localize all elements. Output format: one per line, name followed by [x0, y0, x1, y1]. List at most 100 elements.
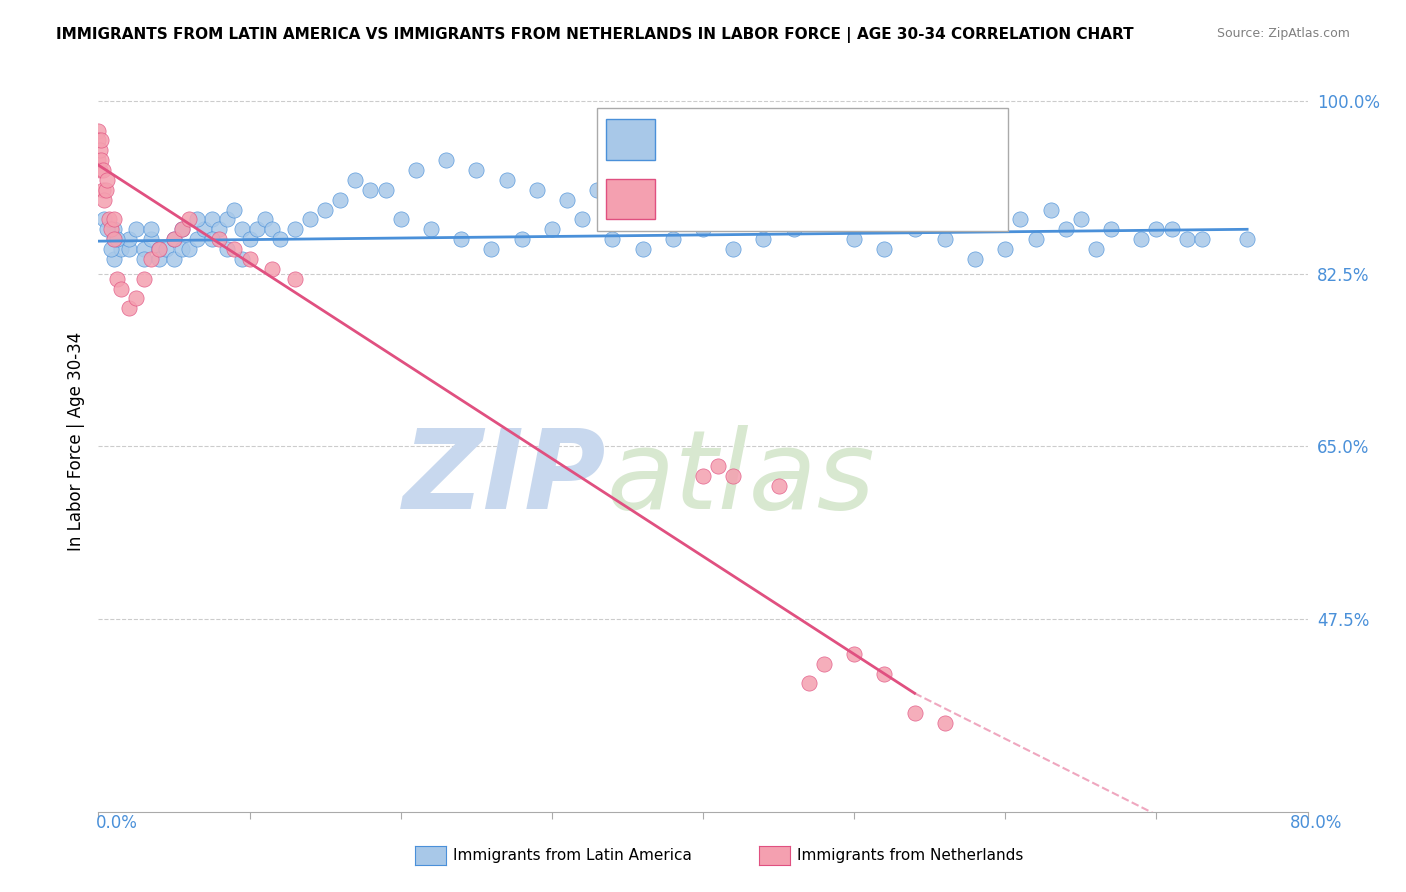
Point — [934, 715, 956, 730]
Point — [163, 232, 186, 246]
Point — [100, 222, 122, 236]
Point — [752, 232, 775, 246]
Point — [132, 252, 155, 266]
Text: 80.0%: 80.0% — [1291, 814, 1343, 831]
Point — [797, 183, 820, 197]
Point — [231, 222, 253, 236]
Point — [1054, 222, 1077, 236]
Point — [148, 242, 170, 256]
Point — [965, 252, 987, 266]
Point — [1175, 232, 1198, 246]
Point — [389, 212, 412, 227]
Point — [616, 173, 638, 187]
Point — [96, 173, 118, 187]
Point — [132, 242, 155, 256]
Text: R = -0.315   N =  41: R = -0.315 N = 41 — [669, 191, 868, 209]
Point — [1010, 212, 1032, 227]
Point — [118, 301, 141, 316]
Point — [239, 252, 262, 266]
Point — [692, 469, 714, 483]
Point — [132, 271, 155, 285]
FancyBboxPatch shape — [596, 108, 1008, 230]
Point — [1130, 232, 1153, 246]
Point — [374, 183, 396, 197]
Point — [215, 242, 238, 256]
Point — [118, 232, 141, 246]
Point — [186, 212, 208, 227]
Point — [540, 222, 562, 236]
Point — [208, 232, 231, 246]
Point — [90, 153, 112, 168]
Point — [170, 222, 193, 236]
Point — [100, 242, 122, 256]
Point — [949, 202, 972, 217]
Point — [873, 242, 896, 256]
Point — [1160, 222, 1182, 236]
Point — [723, 242, 745, 256]
Point — [224, 202, 246, 217]
Point — [125, 292, 148, 306]
Point — [676, 193, 699, 207]
Point — [98, 212, 121, 227]
Point — [465, 163, 488, 178]
Point — [118, 242, 141, 256]
Point — [91, 183, 114, 197]
Text: Source: ZipAtlas.com: Source: ZipAtlas.com — [1216, 27, 1350, 40]
Point — [201, 212, 224, 227]
Point — [737, 202, 759, 217]
Point — [768, 479, 790, 493]
Point — [141, 252, 163, 266]
Point — [526, 183, 548, 197]
Point — [110, 281, 132, 295]
Point — [87, 123, 110, 137]
Point — [148, 252, 170, 266]
Point — [262, 261, 284, 276]
Point — [844, 232, 866, 246]
Point — [844, 647, 866, 661]
Point — [239, 232, 262, 246]
Text: Immigrants from Netherlands: Immigrants from Netherlands — [797, 848, 1024, 863]
Point — [155, 242, 177, 256]
Point — [284, 222, 307, 236]
Point — [768, 193, 790, 207]
Point — [904, 222, 927, 236]
Point — [141, 232, 163, 246]
Point — [783, 222, 806, 236]
FancyBboxPatch shape — [606, 178, 655, 219]
Point — [163, 252, 186, 266]
Point — [103, 252, 125, 266]
Point — [1085, 242, 1108, 256]
FancyBboxPatch shape — [606, 120, 655, 161]
Point — [1070, 212, 1092, 227]
Point — [631, 242, 654, 256]
Point — [103, 222, 125, 236]
Point — [858, 202, 880, 217]
Point — [797, 676, 820, 690]
Point — [647, 183, 669, 197]
Point — [89, 144, 111, 158]
Point — [269, 232, 291, 246]
Point — [262, 222, 284, 236]
Point — [246, 222, 269, 236]
Point — [420, 222, 443, 236]
Point — [193, 222, 215, 236]
Point — [586, 183, 609, 197]
Point — [105, 232, 128, 246]
Point — [201, 232, 224, 246]
Point — [89, 163, 111, 178]
Point — [481, 242, 503, 256]
Point — [170, 222, 193, 236]
Point — [813, 657, 835, 671]
Point — [1039, 202, 1062, 217]
Point — [141, 222, 163, 236]
Point — [994, 242, 1017, 256]
Point — [87, 153, 110, 168]
Point — [110, 242, 132, 256]
Point — [934, 232, 956, 246]
Point — [91, 163, 114, 178]
Text: Immigrants from Latin America: Immigrants from Latin America — [453, 848, 692, 863]
Point — [103, 232, 125, 246]
Point — [208, 222, 231, 236]
Point — [495, 173, 517, 187]
Point — [103, 212, 125, 227]
